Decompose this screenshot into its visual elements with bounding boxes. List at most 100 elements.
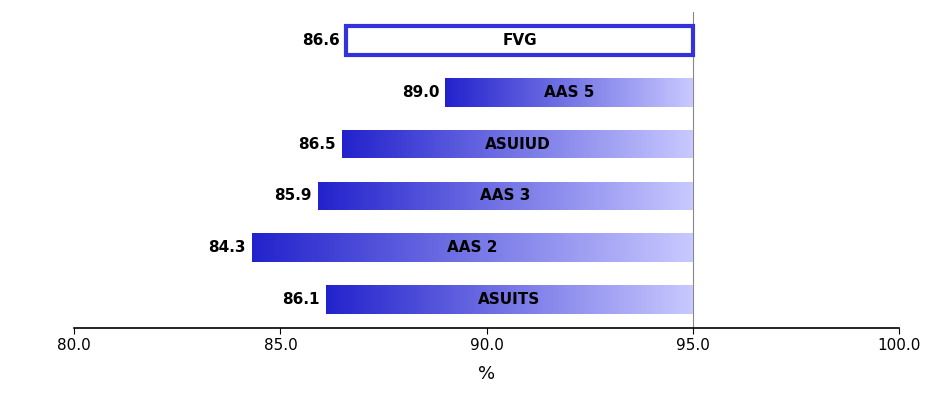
Bar xyxy=(630,182,631,210)
Bar xyxy=(436,234,437,262)
Bar xyxy=(448,130,449,158)
Bar xyxy=(439,285,440,314)
Bar xyxy=(366,130,367,158)
Bar xyxy=(559,285,560,314)
Bar xyxy=(345,285,346,314)
Bar xyxy=(623,285,624,314)
Bar xyxy=(596,234,597,262)
Bar xyxy=(541,234,543,262)
Bar xyxy=(538,285,539,314)
Bar xyxy=(474,234,475,262)
Bar xyxy=(356,130,357,158)
Bar xyxy=(532,130,533,158)
Bar xyxy=(684,285,685,314)
Bar xyxy=(523,182,524,210)
Bar xyxy=(656,234,657,262)
Bar xyxy=(350,182,351,210)
Bar xyxy=(484,285,485,314)
Bar xyxy=(563,130,564,158)
Text: ASUIUD: ASUIUD xyxy=(485,136,551,152)
Bar xyxy=(349,182,350,210)
Bar xyxy=(374,182,375,210)
Bar xyxy=(492,182,493,210)
Bar xyxy=(561,285,562,314)
Bar xyxy=(359,130,360,158)
Bar xyxy=(618,130,619,158)
Bar xyxy=(354,130,355,158)
Bar xyxy=(399,285,400,314)
Bar xyxy=(678,234,679,262)
Bar xyxy=(566,130,567,158)
Bar xyxy=(574,182,575,210)
Bar xyxy=(510,130,511,158)
Bar xyxy=(625,130,626,158)
Bar xyxy=(367,182,368,210)
Bar xyxy=(628,234,629,262)
Bar xyxy=(624,130,625,158)
Bar xyxy=(607,234,608,262)
Bar xyxy=(512,182,513,210)
Bar xyxy=(355,130,356,158)
Bar xyxy=(589,285,590,314)
Bar xyxy=(500,182,501,210)
Bar xyxy=(310,234,311,262)
Bar xyxy=(450,182,451,210)
Bar xyxy=(379,285,380,314)
Bar xyxy=(399,130,400,158)
Bar xyxy=(463,234,464,262)
Bar xyxy=(396,182,397,210)
Bar xyxy=(617,285,618,314)
Bar xyxy=(481,234,482,262)
Bar xyxy=(331,285,332,314)
Bar xyxy=(329,234,330,262)
Bar xyxy=(413,130,414,158)
Bar xyxy=(372,130,373,158)
Bar xyxy=(477,285,478,314)
Bar xyxy=(586,234,587,262)
Bar xyxy=(621,130,622,158)
Bar xyxy=(404,234,405,262)
Bar xyxy=(424,182,425,210)
Bar xyxy=(433,234,434,262)
Bar xyxy=(318,182,319,210)
Bar xyxy=(479,130,480,158)
Bar xyxy=(543,130,544,158)
Bar xyxy=(641,285,642,314)
Bar xyxy=(388,285,389,314)
Bar xyxy=(488,182,489,210)
Bar xyxy=(573,182,574,210)
Bar xyxy=(359,234,360,262)
Bar xyxy=(663,285,664,314)
Bar xyxy=(382,182,384,210)
Bar xyxy=(591,234,592,262)
Bar xyxy=(490,285,491,314)
Bar xyxy=(596,130,598,158)
Bar xyxy=(545,234,546,262)
Bar xyxy=(403,130,404,158)
Bar xyxy=(611,182,613,210)
Bar xyxy=(624,234,625,262)
Bar xyxy=(613,130,614,158)
Bar xyxy=(564,130,565,158)
Bar xyxy=(552,182,553,210)
Bar xyxy=(632,234,633,262)
Bar xyxy=(637,130,638,158)
Bar xyxy=(638,130,639,158)
Bar xyxy=(448,285,449,314)
Bar xyxy=(369,285,370,314)
Bar xyxy=(427,182,428,210)
Bar xyxy=(326,182,327,210)
Bar xyxy=(691,130,692,158)
Bar xyxy=(396,285,397,314)
Bar xyxy=(523,234,524,262)
Bar xyxy=(369,234,370,262)
Bar xyxy=(576,182,577,210)
Bar xyxy=(377,234,378,262)
Bar xyxy=(603,285,604,314)
Bar xyxy=(609,182,610,210)
Bar xyxy=(347,26,693,55)
Bar xyxy=(579,234,580,262)
Bar xyxy=(459,285,460,314)
Bar xyxy=(318,234,319,262)
Bar xyxy=(654,182,655,210)
